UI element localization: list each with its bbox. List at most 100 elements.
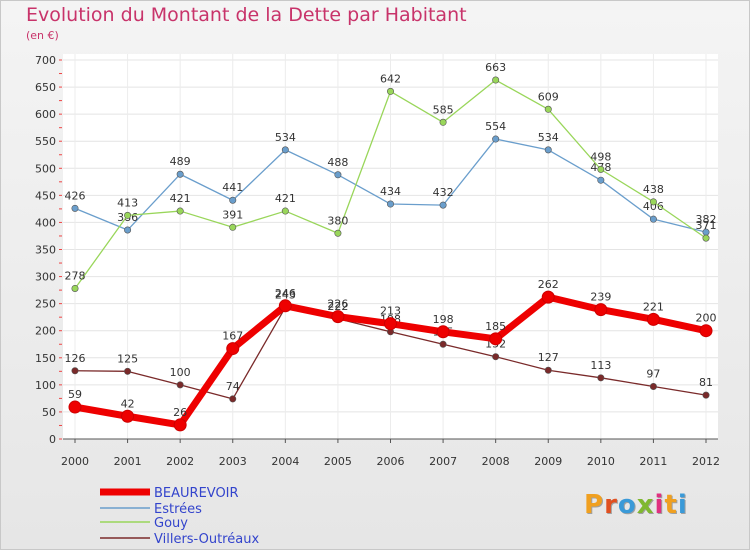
data-point — [597, 165, 605, 173]
data-label: 489 — [170, 155, 191, 168]
y-tick-label: 600 — [35, 108, 56, 121]
data-label: 498 — [590, 150, 611, 163]
data-label: 198 — [433, 313, 454, 326]
data-label: 438 — [643, 183, 664, 196]
data-label: 432 — [433, 186, 454, 199]
data-label: 413 — [117, 196, 138, 209]
data-point — [386, 87, 394, 95]
data-label: 663 — [485, 61, 506, 74]
data-point — [281, 146, 289, 154]
data-label: 421 — [170, 192, 191, 205]
data-label: 434 — [380, 185, 401, 198]
data-label: 26 — [173, 406, 187, 419]
legend-entry: Villers-Outréaux — [100, 532, 259, 547]
data-point — [384, 317, 397, 331]
legend-entry: BEAUREVOIR — [100, 486, 239, 501]
logo-letter: x — [636, 490, 655, 520]
data-label: 554 — [485, 120, 506, 133]
x-tick-label: 2004 — [271, 455, 299, 468]
data-point — [176, 381, 184, 389]
data-point — [544, 146, 552, 154]
data-label: 534 — [275, 131, 296, 144]
y-tick-label: 100 — [35, 379, 56, 392]
data-point — [436, 325, 450, 339]
data-point — [597, 176, 605, 184]
data-label: 488 — [327, 156, 348, 169]
data-label: 262 — [538, 278, 559, 291]
data-label: 441 — [222, 181, 243, 194]
data-point — [646, 312, 660, 326]
data-point — [226, 342, 240, 356]
data-label: 42 — [121, 397, 135, 410]
y-tick-label: 250 — [35, 298, 56, 311]
data-label: 97 — [646, 367, 660, 380]
data-point — [331, 310, 345, 324]
data-point — [229, 223, 237, 231]
y-tick-label: 500 — [35, 162, 56, 175]
y-tick-label: 0 — [49, 433, 56, 446]
data-point — [544, 105, 552, 113]
data-point — [594, 303, 608, 317]
y-tick-label: 450 — [35, 189, 56, 202]
data-point — [124, 211, 132, 219]
data-label: 609 — [538, 90, 559, 103]
data-point — [176, 170, 184, 178]
data-label: 81 — [699, 376, 713, 389]
logo-letter: P — [584, 490, 605, 520]
data-point — [278, 299, 292, 313]
y-tick-label: 650 — [35, 81, 56, 94]
x-tick-label: 2011 — [639, 455, 667, 468]
legend-label: Gouy — [154, 516, 188, 531]
data-point — [334, 229, 342, 237]
data-point — [71, 204, 79, 212]
data-label: 127 — [538, 351, 559, 364]
data-label: 200 — [696, 312, 717, 325]
data-point — [544, 366, 552, 374]
data-label: 167 — [222, 330, 243, 343]
data-label: 243 — [275, 288, 296, 301]
data-label: 534 — [538, 131, 559, 144]
data-point — [124, 367, 132, 375]
x-tick-label: 2010 — [587, 455, 615, 468]
data-point — [173, 418, 187, 432]
data-point — [71, 367, 79, 375]
logo-letter: i — [677, 490, 688, 520]
chart-unit: (en €) — [26, 29, 59, 42]
y-tick-label: 50 — [42, 406, 56, 419]
data-point — [439, 201, 447, 209]
data-label: 100 — [170, 366, 191, 379]
data-label: 126 — [65, 352, 86, 365]
x-tick-label: 2009 — [534, 455, 562, 468]
data-label: 421 — [275, 192, 296, 205]
data-label: 246 — [275, 287, 296, 300]
data-point — [229, 196, 237, 204]
data-label: 371 — [696, 219, 717, 232]
series-gouy: 278 413 421 391 421 380 642 585 663 609 498 438 371 — [65, 61, 717, 292]
data-point — [649, 215, 657, 223]
data-label: 406 — [643, 200, 664, 213]
data-label: 585 — [433, 103, 454, 116]
data-label: 125 — [117, 352, 138, 365]
data-label: 221 — [643, 300, 664, 313]
data-point — [386, 200, 394, 208]
data-point — [121, 409, 135, 423]
logo-letter: r — [604, 490, 618, 520]
data-point — [649, 198, 657, 206]
x-tick-label: 2007 — [429, 455, 457, 468]
logo-letter: t — [664, 490, 678, 520]
data-point — [541, 290, 555, 304]
x-tick-label: 2000 — [61, 455, 89, 468]
data-label: 74 — [226, 380, 240, 393]
data-point — [489, 332, 503, 346]
data-point — [702, 391, 710, 399]
data-label: 239 — [590, 291, 611, 304]
data-point — [71, 284, 79, 292]
legend-label: Estrées — [154, 502, 202, 517]
data-point — [439, 340, 447, 348]
legend-label: Villers-Outréaux — [154, 532, 259, 547]
y-tick-label: 300 — [35, 271, 56, 284]
data-point — [176, 207, 184, 215]
y-tick-label: 150 — [35, 352, 56, 365]
proxiti-logo: Proxiti — [584, 490, 688, 520]
